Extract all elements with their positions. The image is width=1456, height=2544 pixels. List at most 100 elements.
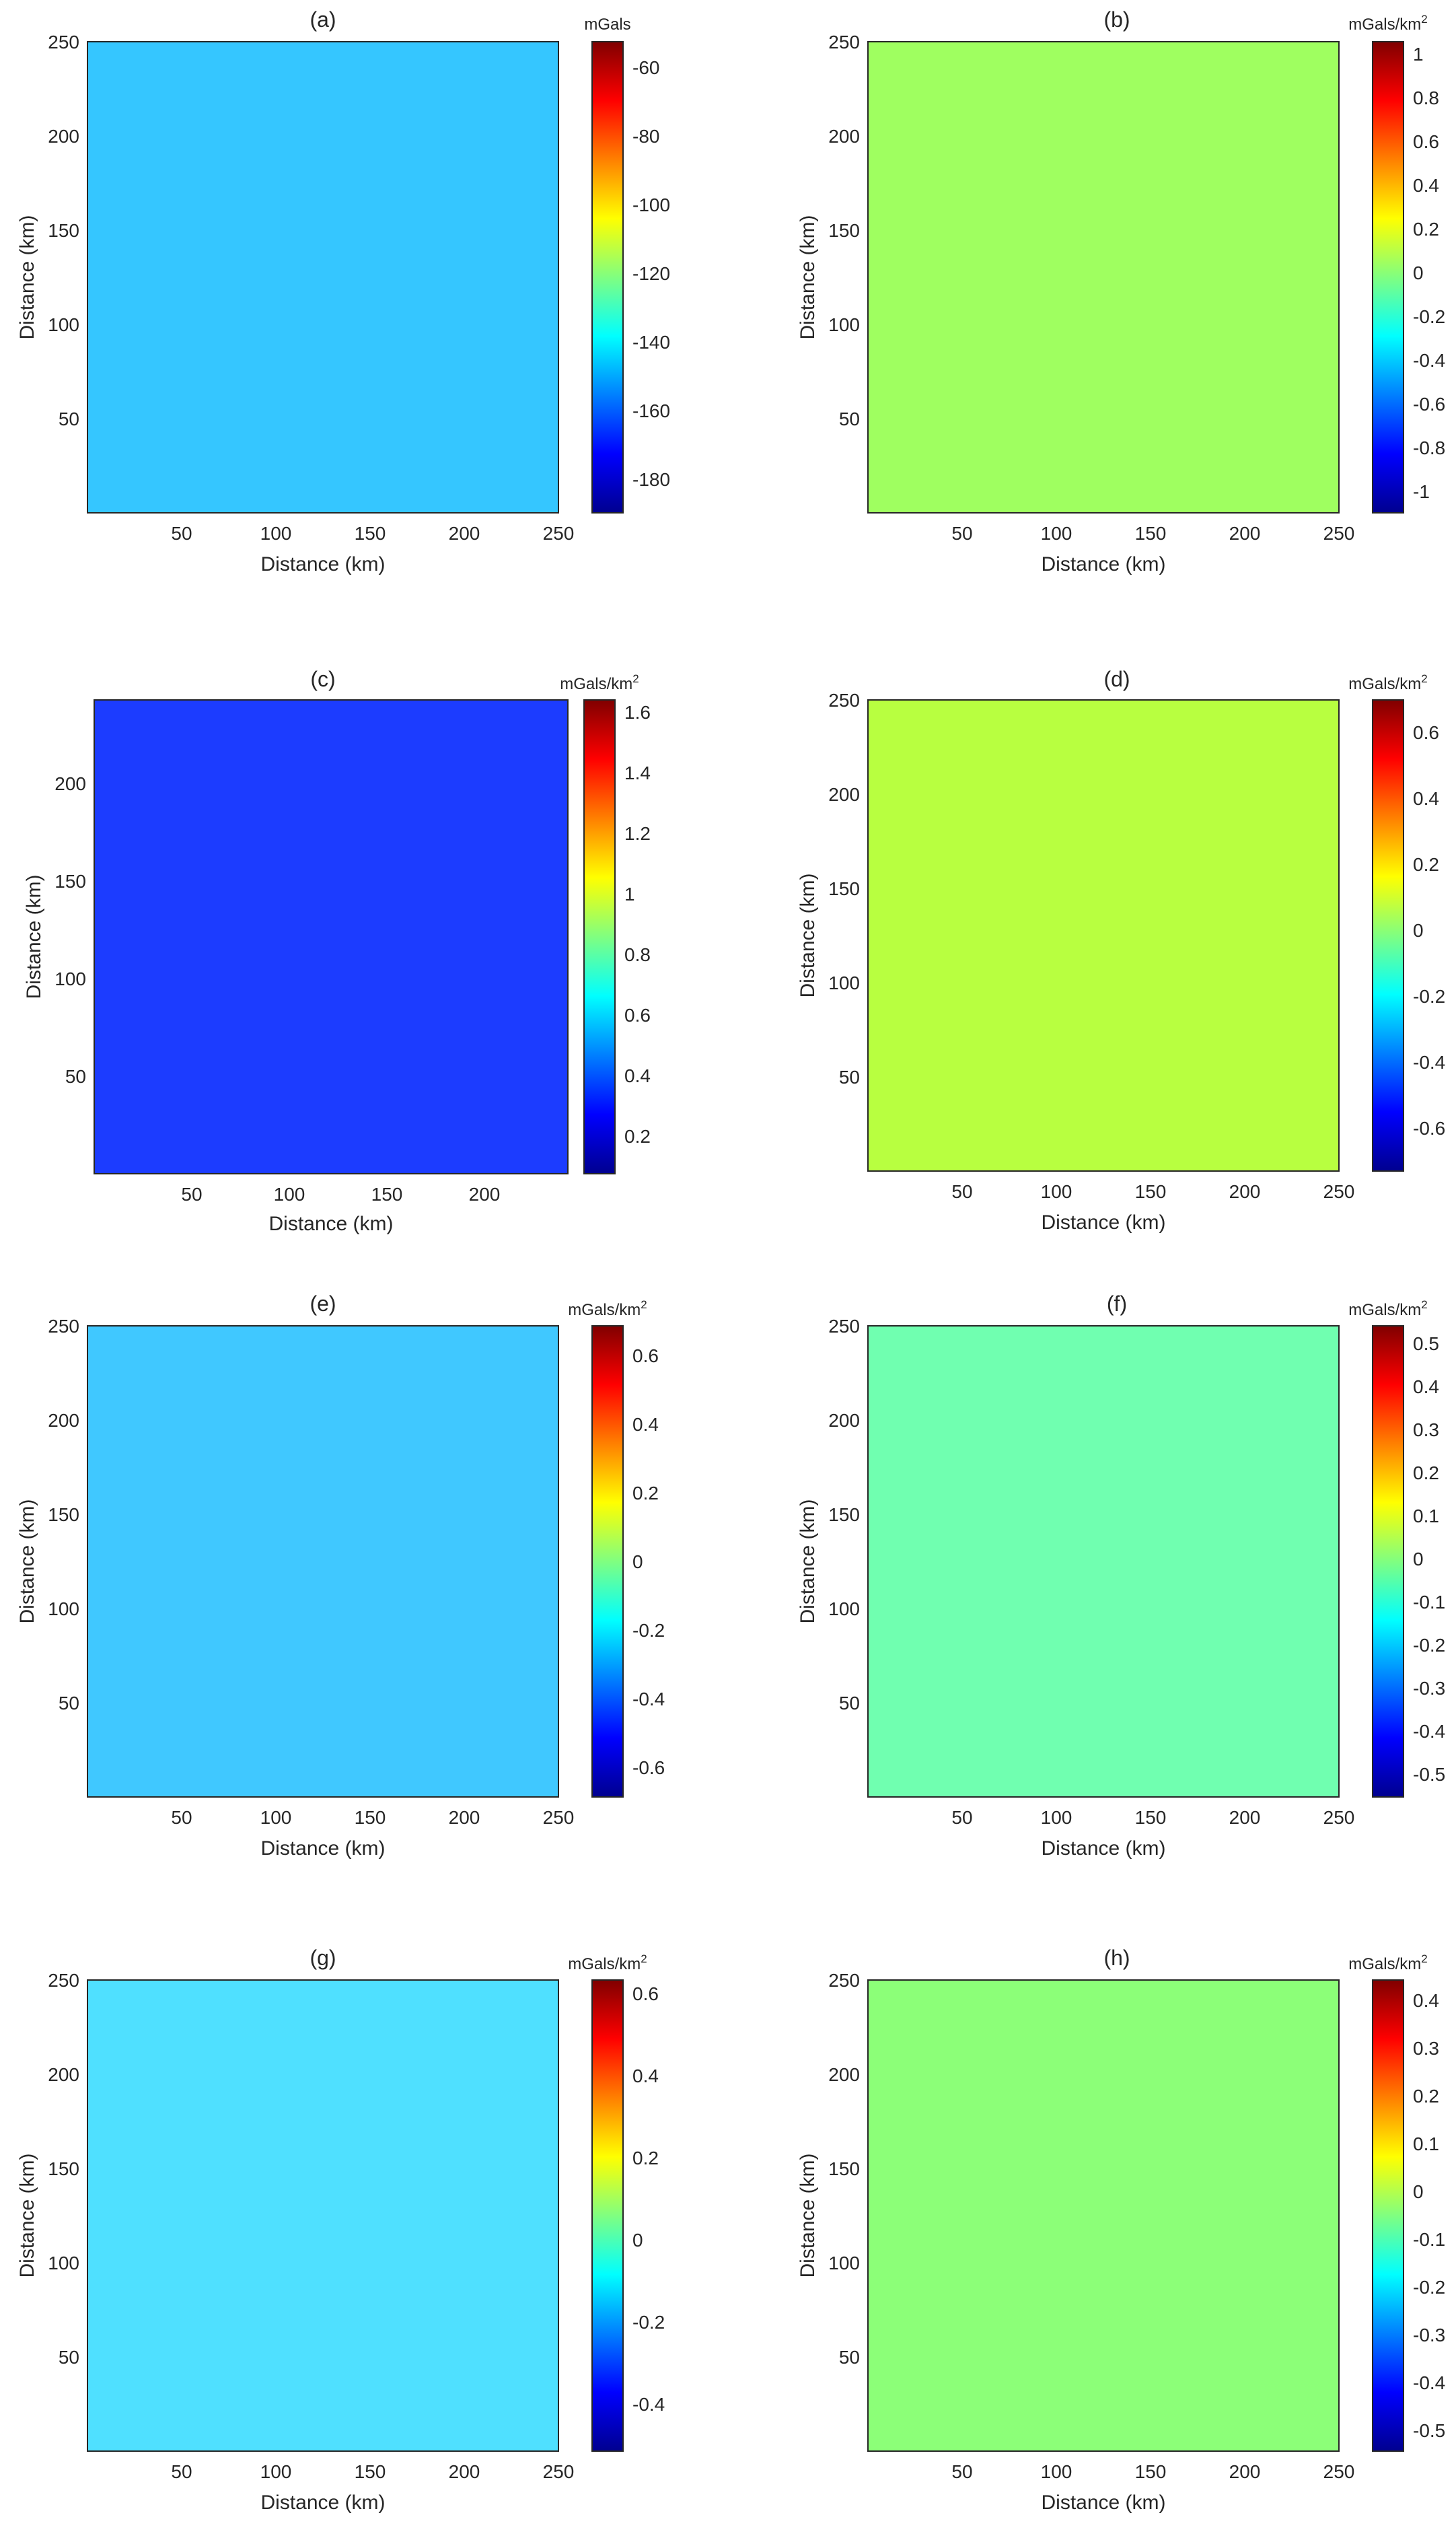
- y-tick-label: 100: [54, 968, 86, 989]
- y-tick-label: 250: [828, 690, 860, 711]
- x-tick-label: 150: [1135, 523, 1167, 544]
- y-tick-label: 150: [48, 2158, 79, 2179]
- panel-title: (a): [310, 7, 336, 32]
- x-tick-label: 150: [355, 2461, 386, 2482]
- y-axis-label: Distance (km): [16, 1499, 38, 1623]
- x-tick-label: 200: [449, 2461, 480, 2482]
- y-tick-label: 150: [828, 2158, 860, 2179]
- x-tick-label: 250: [543, 1807, 575, 1828]
- panel-a: (a) mGals -60 -80 -100 -120 -140 -160 -1…: [16, 7, 670, 575]
- colorbar-tick-label: 0: [1413, 1549, 1424, 1569]
- colorbar-tick-label: -120: [632, 263, 670, 284]
- colorbar-tick-label: 0.2: [632, 2148, 659, 2168]
- x-axis-label: Distance (km): [268, 1213, 393, 1235]
- heatmap-image: [94, 699, 569, 1174]
- y-tick-label: 150: [828, 878, 860, 899]
- x-tick-label: 200: [469, 1184, 501, 1205]
- y-tick-label: 200: [48, 1410, 79, 1431]
- x-tick-label: 200: [449, 1807, 480, 1828]
- colorbar-tick-label: -180: [632, 469, 670, 490]
- x-tick-label: 50: [181, 1184, 202, 1205]
- colorbar-tick-label: -0.4: [1413, 2372, 1445, 2393]
- x-tick-label: 100: [1041, 1181, 1072, 1202]
- x-tick-label: 250: [543, 523, 575, 544]
- colorbar-tick-label: 0.4: [1413, 1990, 1439, 2011]
- x-tick-label: 200: [1229, 523, 1261, 544]
- y-tick-label: 200: [828, 126, 860, 147]
- colorbar-tick-label: 0.2: [624, 1126, 651, 1147]
- panel-title: (b): [1103, 7, 1130, 32]
- x-tick-labels: 50 100 150 200: [181, 1184, 500, 1205]
- x-tick-label: 250: [1323, 1807, 1355, 1828]
- panel-g: (g) mGals/km2 0.6 0.4 0.2 0 -0.2 -0.4 50…: [16, 1946, 665, 2514]
- y-tick-label: 150: [54, 871, 86, 892]
- colorbar-tick-label: -0.5: [1413, 1764, 1445, 1785]
- colorbar-tick-label: 0.4: [624, 1065, 651, 1086]
- colorbar-tick-label: 0.2: [1413, 1462, 1439, 1483]
- colorbar-tick-label: -140: [632, 332, 670, 353]
- panel-b: (b) mGals/km2 1 0.8 0.6 0.4 0.2 0 -0.2 -…: [797, 7, 1445, 575]
- colorbar-tick-label: 0.6: [1413, 722, 1439, 743]
- colorbar-ticks: 0.4 0.3 0.2 0.1 0 -0.1 -0.2 -0.3 -0.4 -0…: [1413, 1990, 1445, 2441]
- x-tick-labels: 50 100 150 200 250: [171, 1807, 574, 1828]
- colorbar-tick-label: 0.8: [624, 944, 651, 965]
- panel-e: (e) mGals/km2 0.6 0.4 0.2 0 -0.2 -0.4 -0…: [16, 1292, 665, 1860]
- y-tick-label: 50: [59, 2347, 79, 2368]
- x-tick-label: 250: [1323, 2461, 1355, 2482]
- heatmap-image: [867, 1325, 1340, 1798]
- colorbar-tick-label: 1.6: [624, 702, 651, 723]
- x-axis-label: Distance (km): [1041, 553, 1165, 575]
- panel-title: (h): [1103, 1946, 1130, 1970]
- colorbar-tick-label: 0.6: [632, 1983, 659, 2004]
- panel-c: (c) mGals/km2 1.6 1.4 1.2 1 0.8 0.6 0.4 …: [23, 667, 651, 1235]
- x-tick-label: 100: [274, 1184, 305, 1205]
- colorbar-tick-label: -0.4: [632, 1689, 665, 1709]
- y-tick-label: 150: [828, 1504, 860, 1525]
- colorbar-tick-label: -0.4: [1413, 1721, 1445, 1742]
- colorbar-tick-label: 0.4: [1413, 788, 1439, 809]
- y-tick-label: 250: [828, 1316, 860, 1337]
- y-tick-labels: 50 100 150 200 250: [828, 1316, 860, 1713]
- y-tick-label: 50: [839, 1067, 860, 1088]
- x-tick-label: 150: [1135, 1181, 1167, 1202]
- y-tick-label: 250: [48, 1970, 79, 1991]
- x-tick-label: 50: [951, 1181, 972, 1202]
- colorbar-tick-label: 1: [624, 884, 635, 905]
- colorbar-ticks: 0.6 0.4 0.2 0 -0.2 -0.4: [632, 1983, 665, 2415]
- colorbar-unit: mGals: [584, 15, 630, 34]
- colorbar-tick-label: -0.8: [1413, 437, 1445, 458]
- colorbar-tick-label: 0.2: [632, 1483, 659, 1504]
- colorbar-tick-label: -0.4: [632, 2394, 665, 2415]
- x-tick-label: 50: [951, 2461, 972, 2482]
- colorbar-tick-label: 0.3: [1413, 2038, 1439, 2059]
- x-axis-label: Distance (km): [260, 1837, 385, 1860]
- y-axis-label: Distance (km): [797, 873, 819, 997]
- colorbar-tick-label: -0.1: [1413, 1592, 1445, 1613]
- x-tick-label: 100: [260, 523, 292, 544]
- panel-title: (c): [310, 667, 335, 691]
- x-tick-label: 50: [171, 1807, 192, 1828]
- x-axis-label: Distance (km): [1041, 1837, 1165, 1860]
- panel-title: (g): [310, 1946, 336, 1970]
- panel-f: (f) mGals/km2 0.5 0.4 0.3 0.2 0.1 0 -0.1…: [797, 1292, 1445, 1860]
- x-tick-label: 250: [1323, 523, 1355, 544]
- x-axis-label: Distance (km): [260, 553, 385, 575]
- y-tick-label: 250: [828, 32, 860, 52]
- colorbar-unit: mGals/km2: [1348, 1298, 1427, 1319]
- colorbar-tick-label: 0.4: [1413, 1376, 1439, 1397]
- y-tick-labels: 50 100 150 200 250: [828, 690, 860, 1088]
- colorbar-tick-label: 0.1: [1413, 1506, 1439, 1526]
- panel-title: (e): [310, 1292, 336, 1316]
- y-tick-label: 150: [48, 1504, 79, 1525]
- colorbar-tick-label: 0: [1413, 920, 1424, 941]
- colorbar-ticks: -60 -80 -100 -120 -140 -160 -180: [632, 57, 670, 490]
- x-tick-label: 100: [1041, 2461, 1072, 2482]
- y-tick-label: 100: [48, 2253, 79, 2273]
- y-axis-label: Distance (km): [797, 2153, 819, 2277]
- x-tick-label: 250: [543, 2461, 575, 2482]
- y-tick-label: 100: [48, 314, 79, 335]
- y-tick-label: 50: [65, 1066, 86, 1087]
- y-tick-labels: 50 100 150 200 250: [828, 32, 860, 429]
- x-tick-label: 100: [1041, 523, 1072, 544]
- colorbar-tick-label: 0.6: [1413, 131, 1439, 152]
